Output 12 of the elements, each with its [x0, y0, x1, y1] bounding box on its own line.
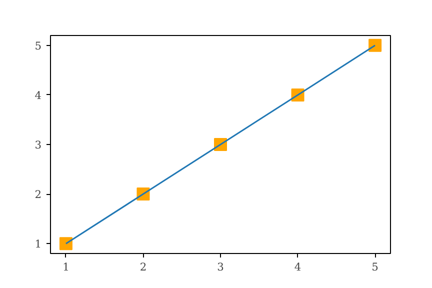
y-tick-label: 3 — [34, 138, 42, 152]
point — [368, 38, 382, 52]
y-tick-label: 4 — [34, 88, 42, 102]
y-tick-label: 2 — [34, 188, 42, 202]
x-tick-label: 3 — [217, 260, 224, 274]
y-tick-label: 1 — [34, 238, 42, 251]
x-tick-label: 2 — [140, 260, 147, 274]
x-tick-label: 4 — [294, 260, 302, 274]
x-tick-label: 5 — [372, 260, 378, 274]
point — [59, 237, 72, 250]
x-tick-label: 1 — [62, 260, 70, 274]
y-tick-label: 5 — [34, 39, 42, 52]
